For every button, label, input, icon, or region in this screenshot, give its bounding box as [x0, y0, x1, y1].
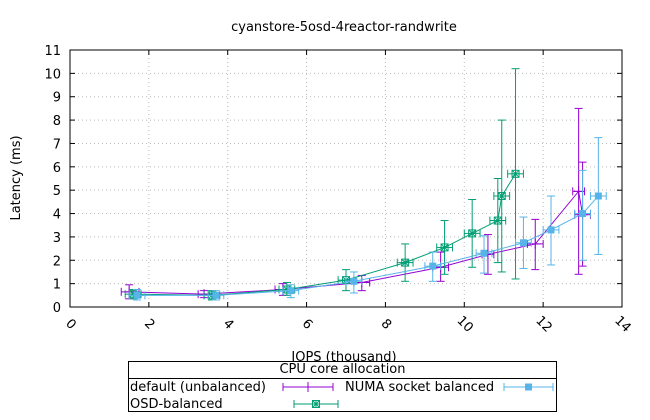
marker-stroke	[401, 258, 410, 267]
data-point	[480, 249, 488, 257]
marker-stroke	[498, 192, 506, 200]
marker-stroke	[441, 244, 448, 251]
series-line	[137, 195, 599, 296]
y-tick-label: 7	[53, 137, 61, 152]
marker-stroke	[512, 170, 519, 178]
y-axis-label: Latency (ms)	[9, 135, 24, 220]
series-numa-socket-balanced	[128, 137, 607, 301]
data-point	[468, 229, 477, 238]
x-tick-label: 0	[62, 316, 78, 332]
data-point	[212, 291, 220, 299]
grid	[70, 50, 622, 307]
marker-stroke	[401, 259, 409, 266]
legend-label-numa: NUMA socket balanced	[345, 380, 495, 395]
legend-label-osd: OSD-balanced	[130, 397, 223, 412]
data-point	[401, 258, 410, 267]
series-osd-balanced	[124, 68, 524, 301]
y-tick-label: 10	[44, 67, 61, 82]
y-tick-label: 5	[53, 184, 61, 199]
data-point	[547, 226, 555, 234]
data-point	[530, 238, 541, 249]
data-point	[429, 262, 437, 270]
y-tick-label: 1	[53, 278, 61, 293]
data-point	[573, 186, 584, 197]
data-point	[493, 216, 502, 225]
y-tick-label: 8	[53, 114, 61, 129]
series-layer	[120, 68, 607, 301]
y-tick-label: 11	[44, 44, 61, 59]
data-point	[497, 192, 506, 201]
data-point	[519, 239, 527, 247]
x-tick-label: 2	[141, 316, 157, 332]
y-tick-label: 3	[53, 231, 61, 246]
marker-stroke	[511, 169, 520, 178]
chart-title: cyanstore-5osd-4reactor-randwrite	[231, 20, 457, 35]
data-point	[511, 169, 520, 178]
marker-stroke	[468, 229, 477, 238]
y-tick-label: 4	[53, 208, 61, 223]
data-point	[440, 243, 449, 252]
marker-stroke	[440, 243, 449, 252]
x-tick-label: 14	[611, 313, 633, 335]
marker-stroke	[468, 230, 476, 237]
y-tick-label: 9	[53, 91, 61, 106]
legend-title: CPU core allocation	[129, 362, 556, 379]
legend: CPU core allocation default (unbalanced)…	[128, 361, 557, 412]
series-default-unbalanced	[120, 107, 591, 300]
data-point	[579, 210, 587, 218]
plot-area-frame	[69, 49, 623, 308]
x-tick-label: 12	[532, 313, 554, 335]
x-tick-label: 8	[378, 316, 394, 332]
x-tick-label: 6	[299, 316, 315, 332]
data-point	[594, 192, 602, 200]
y-tick-label: 0	[53, 301, 61, 316]
x-tick-label: 10	[454, 313, 476, 335]
data-point	[350, 277, 358, 285]
series-line	[133, 173, 516, 296]
marker-stroke	[494, 217, 502, 224]
legend-label-default: default (unbalanced)	[130, 380, 266, 395]
y-tick-label: 6	[53, 161, 61, 176]
x-tick-label: 4	[220, 316, 236, 332]
data-point	[287, 287, 295, 295]
y-tick-label: 2	[53, 254, 61, 269]
data-point	[133, 291, 141, 299]
marker-stroke	[497, 192, 506, 201]
